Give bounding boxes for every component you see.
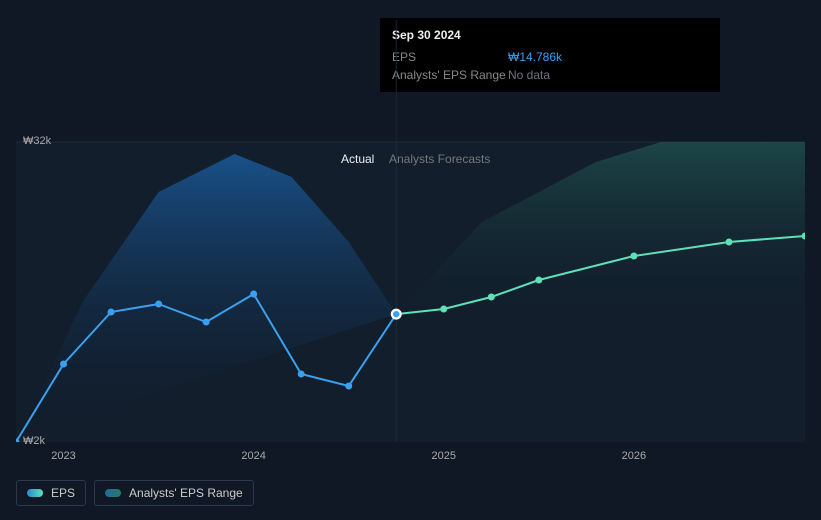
y-axis-tick: ₩2k [23,435,45,447]
x-axis-tick: 2026 [622,450,646,462]
section-label: Actual [341,152,374,166]
tooltip-row: Analysts' EPS RangeNo data [392,66,708,84]
legend-label: EPS [51,486,75,500]
tooltip-value: ₩14.786k [508,48,562,66]
legend-item[interactable]: EPS [16,480,86,506]
legend-item[interactable]: Analysts' EPS Range [94,480,254,506]
tooltip-label: EPS [392,48,508,66]
tooltip-row: EPS₩14.786k [392,48,708,66]
tooltip-date: Sep 30 2024 [392,26,708,44]
chart-tooltip: Sep 30 2024 EPS₩14.786kAnalysts' EPS Ran… [380,18,720,92]
legend-swatch [105,489,121,497]
chart-svg [16,120,805,470]
x-axis-tick: 2024 [241,450,265,462]
eps-chart-container: Sep 30 2024 EPS₩14.786kAnalysts' EPS Ran… [0,0,821,520]
legend-swatch [27,489,43,497]
tooltip-value: No data [508,66,550,84]
legend-label: Analysts' EPS Range [129,486,243,500]
section-label: Analysts Forecasts [389,152,490,166]
x-axis-tick: 2023 [51,450,75,462]
chart-plot-area[interactable]: ₩32k₩2k ActualAnalysts Forecasts 2023202… [16,120,805,445]
x-axis-tick: 2025 [432,450,456,462]
y-axis-tick: ₩32k [23,135,51,147]
tooltip-label: Analysts' EPS Range [392,66,508,84]
legend: EPS Analysts' EPS Range [16,480,254,506]
